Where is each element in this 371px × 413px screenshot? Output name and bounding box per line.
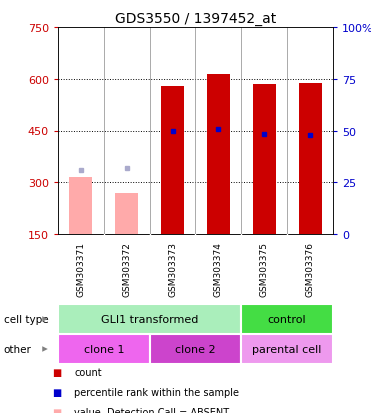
Text: parental cell: parental cell <box>253 344 322 354</box>
Bar <box>69 178 92 235</box>
Text: ■: ■ <box>52 387 61 397</box>
Text: percentile rank within the sample: percentile rank within the sample <box>74 387 239 397</box>
Bar <box>241 304 333 334</box>
Text: ■: ■ <box>52 368 61 377</box>
Bar <box>150 334 241 364</box>
Bar <box>253 85 276 235</box>
Text: GSM303373: GSM303373 <box>168 242 177 297</box>
Text: GSM303375: GSM303375 <box>260 242 269 297</box>
Bar <box>161 86 184 235</box>
Text: GSM303376: GSM303376 <box>306 242 315 297</box>
Bar <box>241 334 333 364</box>
Bar <box>207 74 230 235</box>
Text: other: other <box>4 344 32 354</box>
Text: clone 1: clone 1 <box>83 344 124 354</box>
Text: count: count <box>74 368 102 377</box>
Title: GDS3550 / 1397452_at: GDS3550 / 1397452_at <box>115 12 276 26</box>
Text: cell type: cell type <box>4 314 48 324</box>
Text: clone 2: clone 2 <box>175 344 216 354</box>
Bar <box>58 304 241 334</box>
Bar <box>58 334 150 364</box>
Text: GSM303374: GSM303374 <box>214 242 223 297</box>
Text: GLI1 transformed: GLI1 transformed <box>101 314 198 324</box>
Text: value, Detection Call = ABSENT: value, Detection Call = ABSENT <box>74 407 229 413</box>
Bar <box>115 193 138 235</box>
Text: GSM303371: GSM303371 <box>76 242 85 297</box>
Bar <box>299 84 322 235</box>
Text: GSM303372: GSM303372 <box>122 242 131 297</box>
Text: ■: ■ <box>52 407 61 413</box>
Text: control: control <box>268 314 306 324</box>
